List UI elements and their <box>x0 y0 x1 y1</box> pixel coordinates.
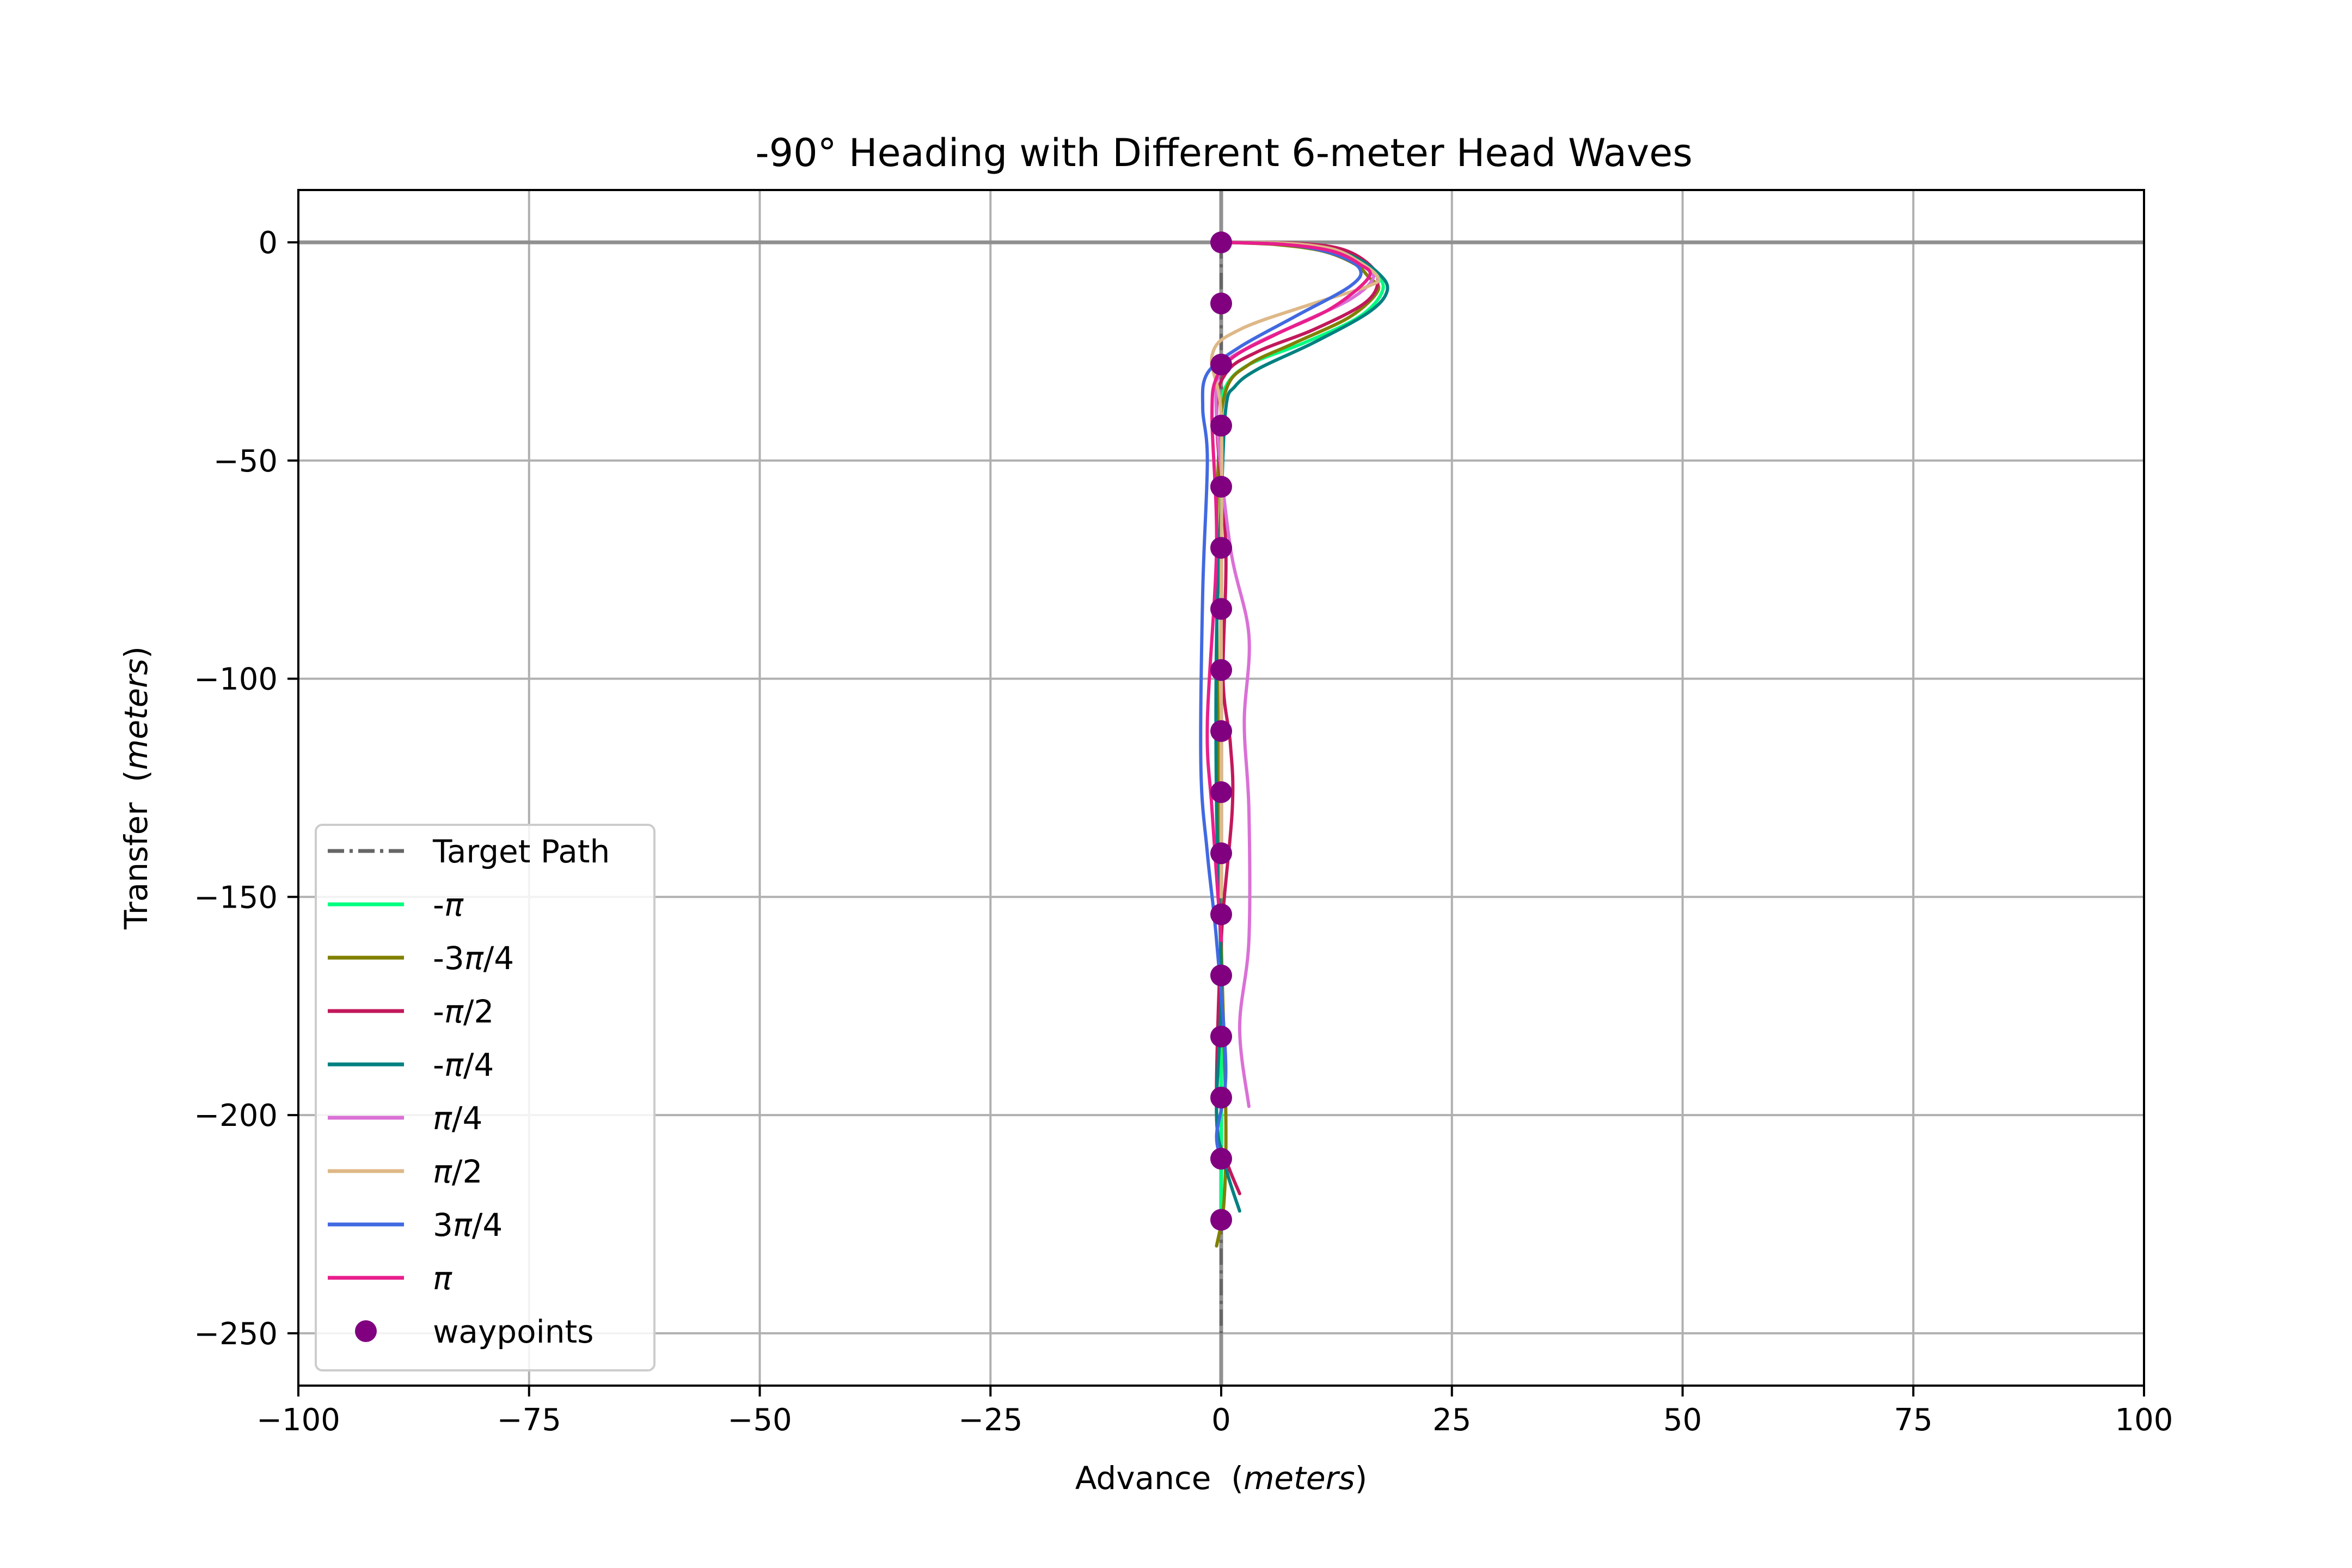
waypoint-marker <box>1210 414 1232 437</box>
waypoint-marker <box>1210 1209 1232 1231</box>
legend-entries: Target Path -π -3π/4 -π/2 -π/4 π/4 π/2 3π/4 π way… <box>328 833 610 1350</box>
legend-label: π <box>433 1260 452 1297</box>
y-tick-label: −200 <box>194 1098 278 1134</box>
y-tick-label: −250 <box>194 1316 278 1352</box>
y-tick-label: −100 <box>194 662 278 697</box>
x-tick-label: −25 <box>958 1402 1022 1438</box>
waypoint-marker <box>1210 781 1232 804</box>
waypoint-marker <box>1210 720 1232 742</box>
x-tick-label: −75 <box>497 1402 561 1438</box>
y-axis-label: Transfer (meters) <box>118 646 155 930</box>
y-axis-ticks: −250 −200 −150 −100 −50 0 <box>194 225 298 1352</box>
y-axis-label-open: ( <box>118 770 155 803</box>
y-axis-label-unit: meters <box>118 659 155 770</box>
x-axis-label-close: ) <box>1355 1460 1368 1497</box>
waypoint-marker <box>1210 964 1232 987</box>
x-axis-ticks: −100 −75 −50 −25 0 25 50 75 100 <box>256 1386 2173 1438</box>
legend-label: π/2 <box>433 1153 482 1190</box>
waypoint-marker <box>1210 1025 1232 1048</box>
waypoint-marker <box>1210 292 1232 315</box>
waypoint-marker <box>1210 659 1232 681</box>
waypoint-marker <box>1210 353 1232 376</box>
x-tick-label: 0 <box>1211 1402 1231 1438</box>
waypoint-marker <box>1210 475 1232 498</box>
legend-label: -π <box>433 886 464 923</box>
x-tick-label: −50 <box>727 1402 792 1438</box>
y-axis-label-close: ) <box>118 646 155 659</box>
legend-label: 3π/4 <box>433 1206 503 1244</box>
legend: Target Path -π -3π/4 -π/2 -π/4 π/4 π/2 3π/4 π way… <box>315 824 656 1371</box>
waypoint-marker <box>1210 598 1232 620</box>
waypoint-marker <box>1210 1087 1232 1109</box>
x-tick-label: 50 <box>1663 1402 1702 1438</box>
legend-label: -π/2 <box>433 993 494 1030</box>
x-tick-label: −100 <box>256 1402 340 1438</box>
x-tick-label: 100 <box>2115 1402 2173 1438</box>
series-line-6 <box>1210 241 1381 899</box>
legend-swatch <box>355 1320 377 1342</box>
legend-label: -π/4 <box>433 1046 494 1083</box>
waypoint-layer <box>1210 231 1232 1231</box>
waypoint-marker <box>1210 231 1232 254</box>
waypoint-marker <box>1210 903 1232 926</box>
waypoint-marker <box>1210 1148 1232 1170</box>
x-axis-label-unit: meters <box>1244 1460 1355 1497</box>
legend-frame <box>315 824 656 1371</box>
waypoint-marker <box>1210 537 1232 559</box>
chart-title: -90° Heading with Different 6-meter Head… <box>755 131 1692 175</box>
y-tick-label: 0 <box>258 225 278 261</box>
legend-label: π/4 <box>433 1100 482 1137</box>
legend-label: Target Path <box>432 833 610 870</box>
y-tick-label: −150 <box>194 880 278 915</box>
waypoint-marker <box>1210 842 1232 865</box>
y-axis-label-main: Transfer <box>118 803 155 930</box>
x-tick-label: 25 <box>1432 1402 1471 1438</box>
legend-label: waypoints <box>433 1313 593 1350</box>
legend-label: -3π/4 <box>433 940 514 977</box>
x-axis-label-main: Advance <box>1075 1460 1211 1497</box>
x-axis-label-open: ( <box>1211 1460 1244 1497</box>
x-axis-label: Advance (meters) <box>1075 1460 1368 1497</box>
y-tick-label: −50 <box>213 444 278 479</box>
x-tick-label: 75 <box>1894 1402 1933 1438</box>
